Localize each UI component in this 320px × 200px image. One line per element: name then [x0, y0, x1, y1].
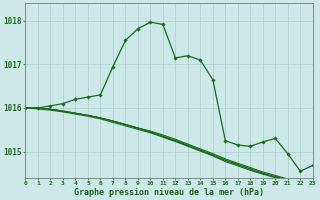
X-axis label: Graphe pression niveau de la mer (hPa): Graphe pression niveau de la mer (hPa): [74, 188, 264, 197]
